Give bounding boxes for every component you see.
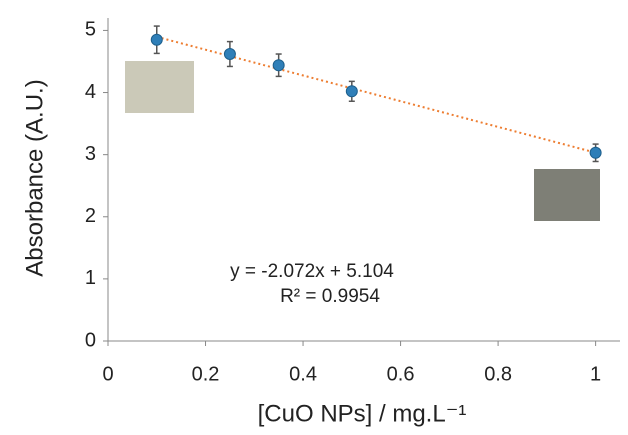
x-tick-label: 0.6 xyxy=(387,363,415,385)
color-swatch-light xyxy=(125,61,194,113)
x-tick-label: 0.8 xyxy=(484,363,512,385)
data-point xyxy=(589,146,602,159)
data-point xyxy=(223,48,236,61)
y-tick-label: 4 xyxy=(85,81,96,103)
x-axis-title: [CuO NPs] / mg.L⁻¹ xyxy=(258,400,467,427)
color-swatch-dark xyxy=(534,169,600,221)
x-tick-label: 1 xyxy=(590,363,601,385)
trend-r2: R² = 0.9954 xyxy=(280,286,380,307)
data-point xyxy=(150,33,163,46)
y-tick-label: 5 xyxy=(85,19,96,41)
y-tick-label: 3 xyxy=(85,143,96,165)
y-tick-label: 2 xyxy=(85,205,96,227)
x-tick-label: 0 xyxy=(102,363,113,385)
trendline xyxy=(156,35,596,154)
y-tick-label: 0 xyxy=(85,329,96,351)
data-point xyxy=(272,59,285,72)
y-axis-title: Absorbance (A.U.) xyxy=(21,79,48,276)
y-tick-label: 1 xyxy=(85,267,96,289)
data-point xyxy=(345,85,358,98)
trend-equation: y = -2.072x + 5.104 xyxy=(230,261,394,282)
x-tick-label: 0.2 xyxy=(192,363,220,385)
x-tick-label: 0.4 xyxy=(289,363,317,385)
